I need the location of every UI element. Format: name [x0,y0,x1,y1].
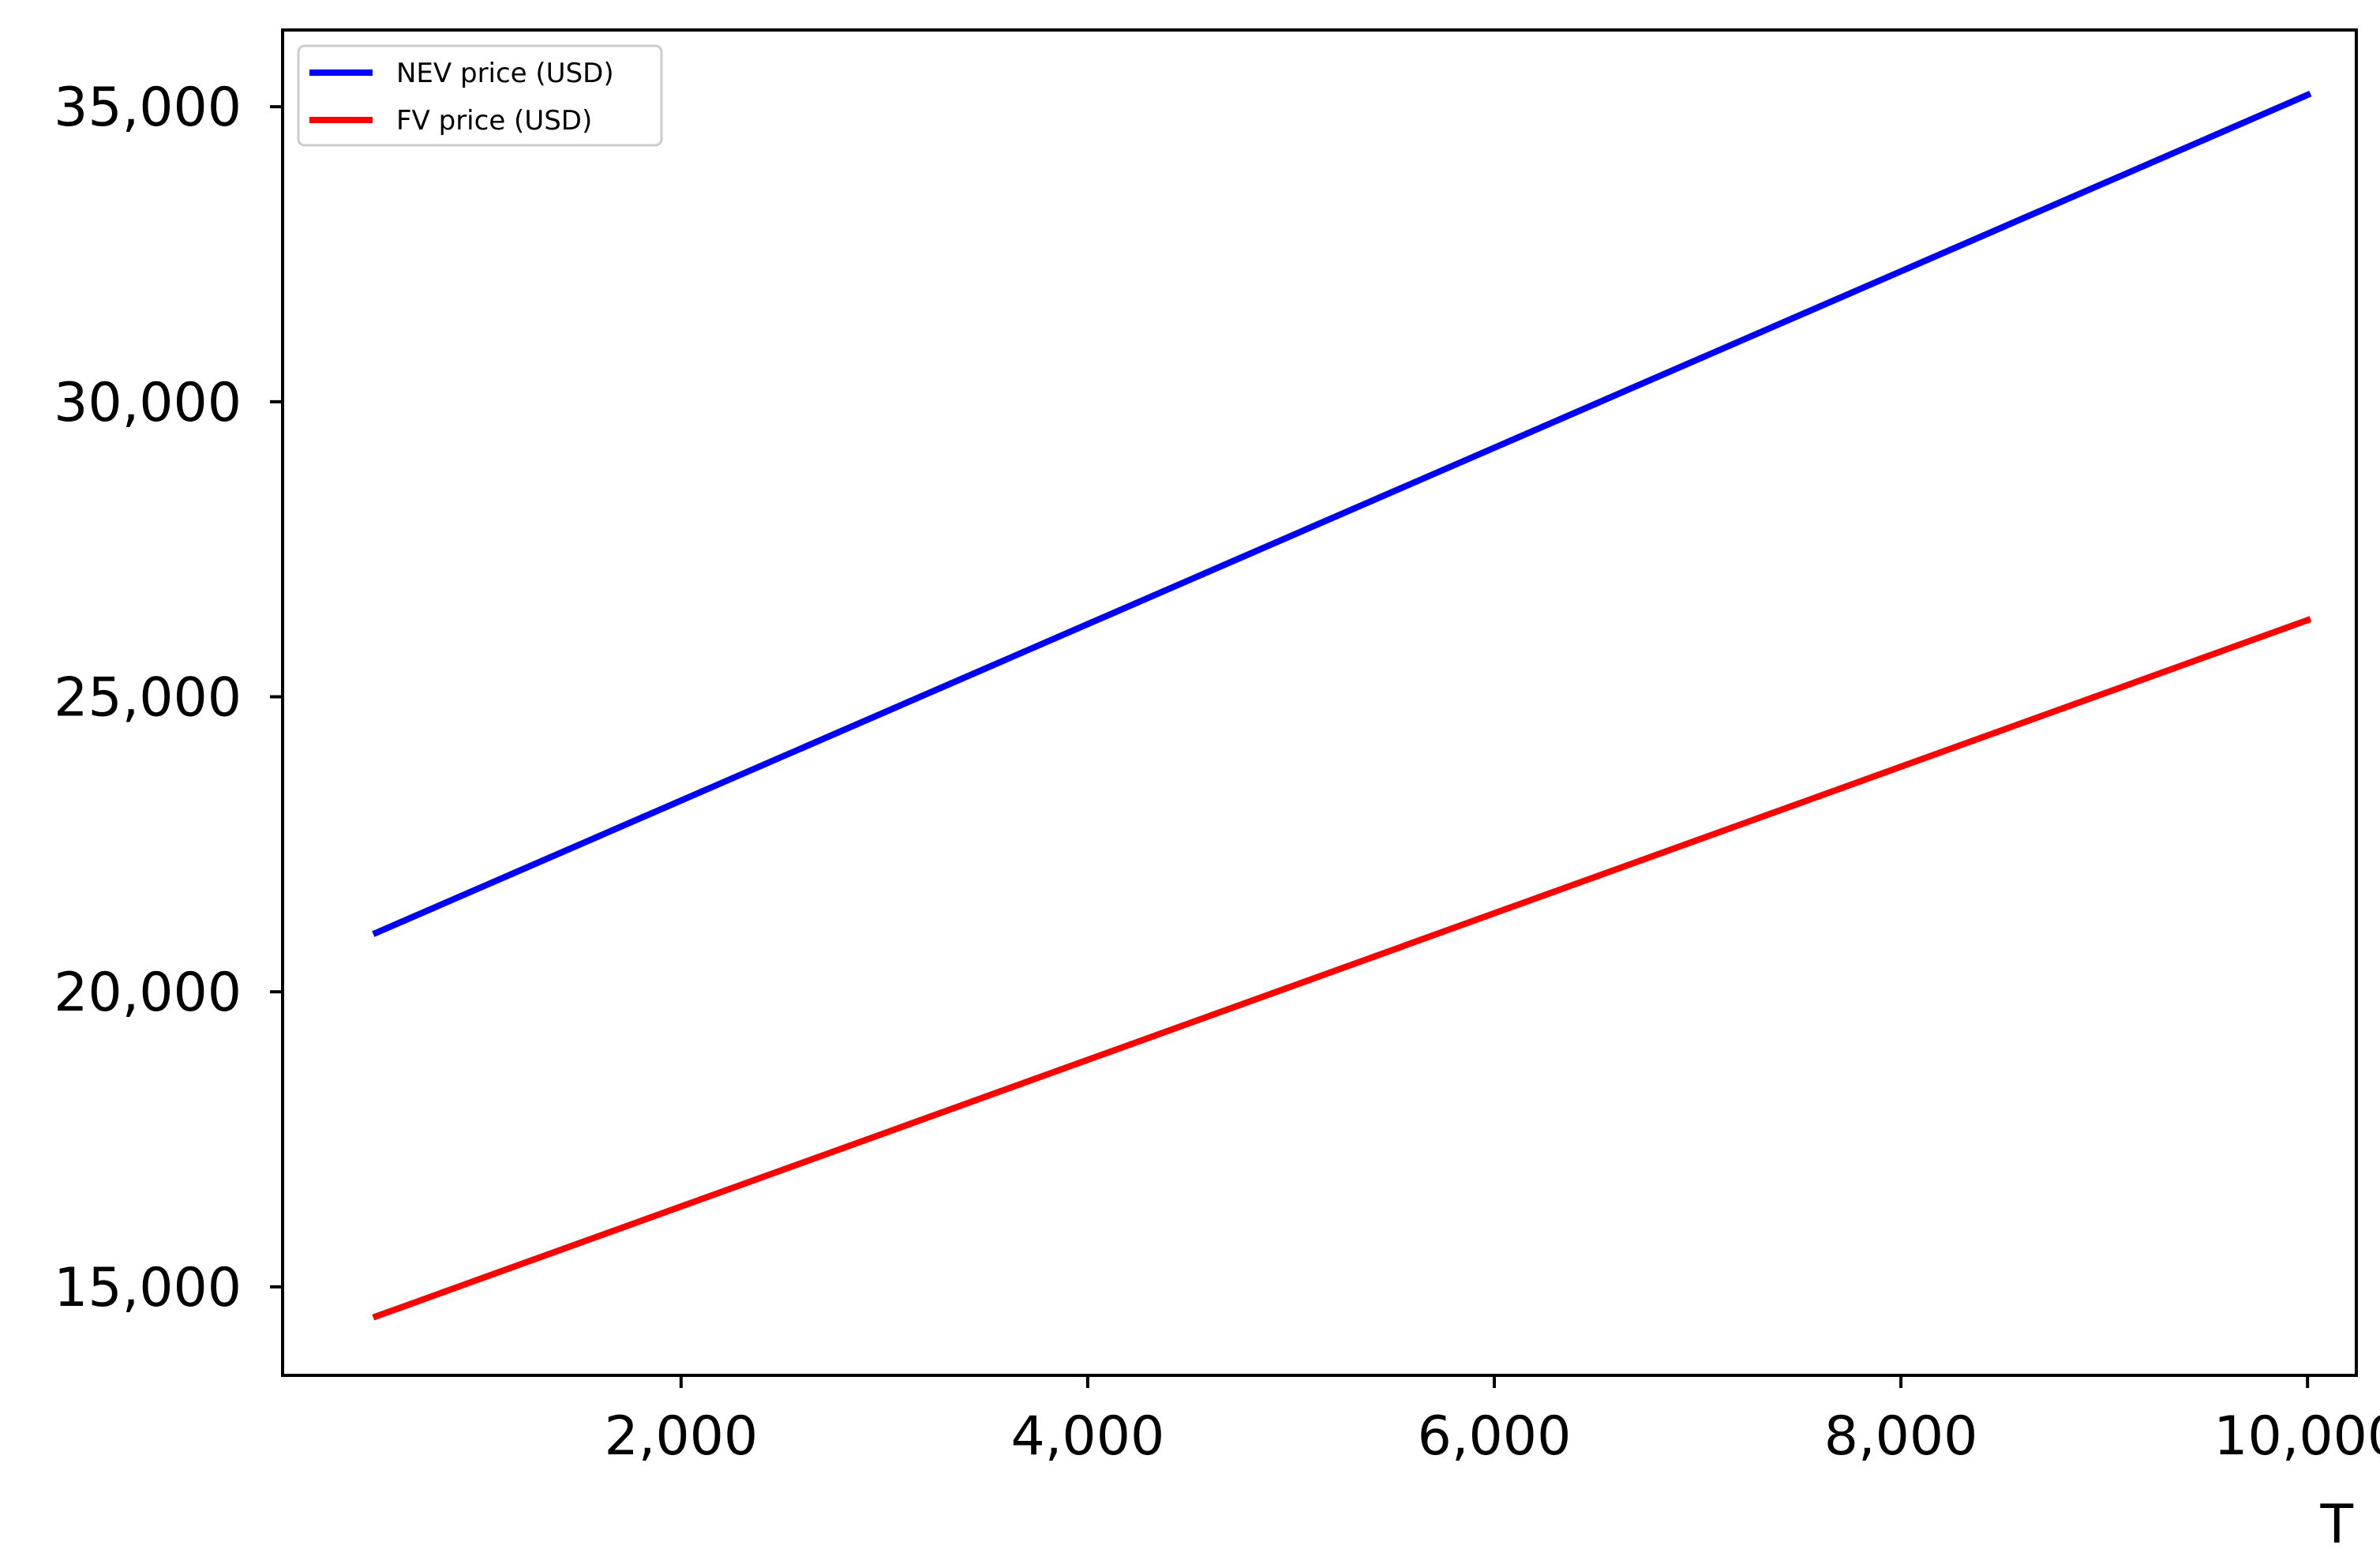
legend-label-0: NEV price (USD) [396,58,614,89]
x-tick-label: 2,000 [604,1405,758,1468]
y-tick-label: 15,000 [54,1257,242,1319]
y-tick-label: 20,000 [54,962,242,1024]
x-tick-label: 4,000 [1011,1405,1165,1468]
y-tick-label: 30,000 [54,372,242,434]
y-tick-label: 35,000 [54,77,242,139]
legend-box [297,44,663,147]
series-line-0 [372,90,2312,937]
x-tick-label: 6,000 [1418,1405,1572,1468]
plot-area-frame [281,28,2358,1377]
x-tick-label: 8,000 [1824,1405,1978,1468]
x-tick-label: 10,000 [2213,1405,2380,1468]
x-axis-label: T [2319,1494,2353,1556]
y-tick-label: 25,000 [54,667,242,730]
series-line-1 [372,616,2312,1321]
legend-label-1: FV price (USD) [396,105,592,137]
